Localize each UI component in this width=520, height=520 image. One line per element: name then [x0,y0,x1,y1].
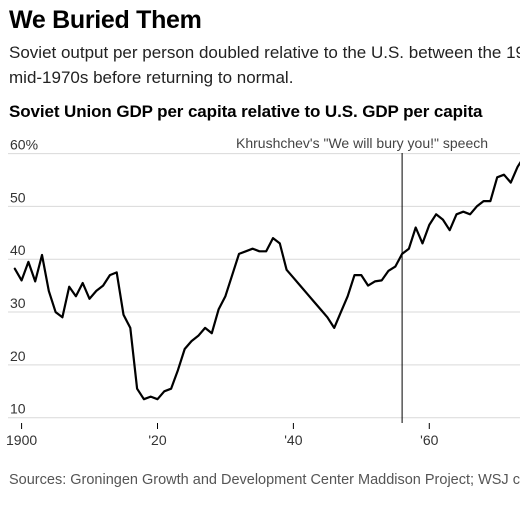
annotation-label: Khrushchev's "We will bury you!" speech [236,135,488,151]
gridlines [8,153,520,419]
y-tick-label: 50 [10,189,26,205]
x-tick-label: '40 [284,432,302,448]
source-note: Sources: Groningen Growth and Developmen… [9,472,520,488]
series-line [13,161,520,401]
dek: Soviet output per person doubled relativ… [9,43,520,87]
y-tick-label: 40 [10,242,26,258]
x-axis-ticks: 1900 '20 '40 '60 [6,423,439,448]
headline: We Buried Them [9,6,202,34]
y-axis-ticks: 10 20 30 40 50 60% [10,137,38,417]
series [13,161,520,401]
y-tick-label: 30 [10,295,26,311]
y-tick-label: 20 [10,348,26,364]
chart-title: Soviet Union GDP per capita relative to … [9,102,483,121]
x-tick-label: '20 [148,432,166,448]
annotation: Khrushchev's "We will bury you!" speech [236,135,488,423]
y-tick-label: 10 [10,401,26,417]
x-tick-label: 1900 [6,432,37,448]
x-tick-label: '60 [420,432,438,448]
y-tick-label: 60% [10,137,38,153]
line-chart: 10 20 30 40 50 60% 1900 '20 '40 '60 Khrushchev's… [6,135,520,448]
